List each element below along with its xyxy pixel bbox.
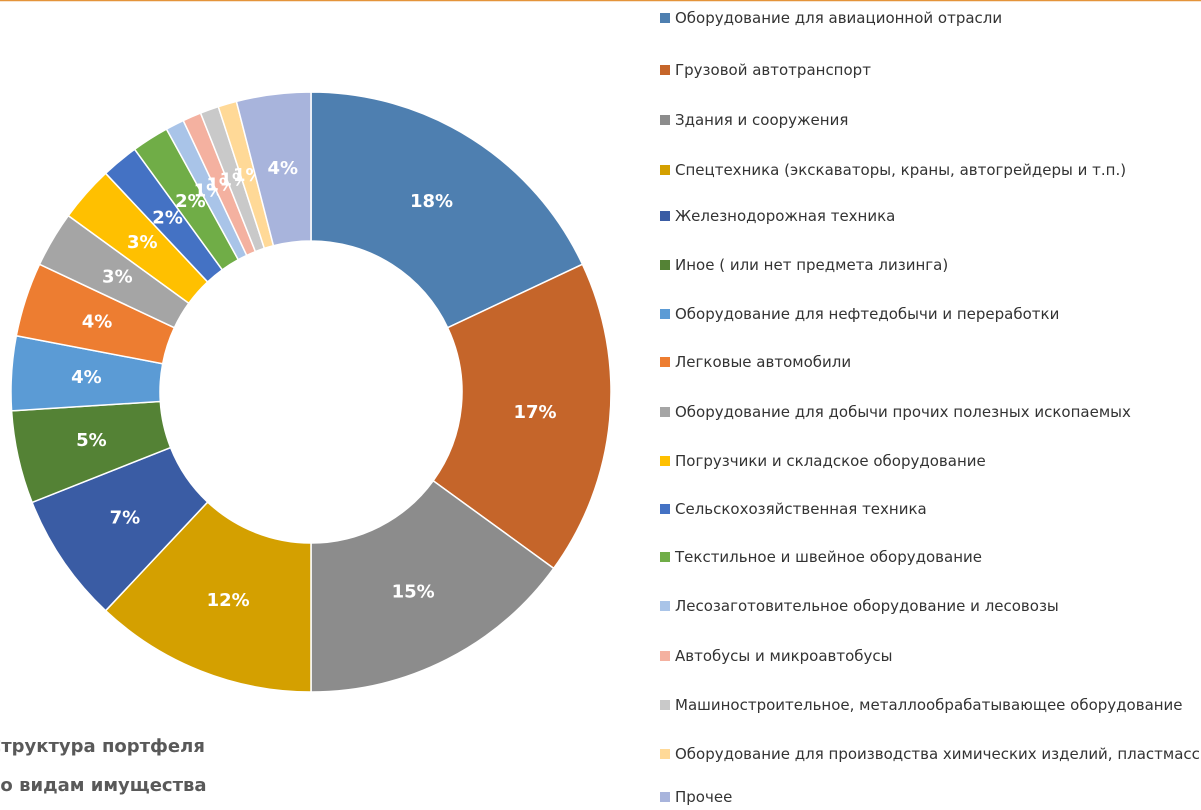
slice bbox=[432, 263, 612, 570]
legend-item: Спецтехника (экскаваторы, краны, автогре… bbox=[660, 158, 1200, 182]
legend-item: Грузовой автотранспорт bbox=[660, 58, 1200, 82]
legend-label: Грузовой автотранспорт bbox=[675, 61, 871, 79]
legend-item: Оборудование для авиационной отрасли bbox=[660, 6, 1200, 30]
legend-item: Машиностроительное, металлообрабатывающе… bbox=[660, 693, 1200, 717]
legend-swatch bbox=[660, 115, 670, 125]
data-label: 5% bbox=[76, 430, 107, 451]
legend-item: Оборудование для производства химических… bbox=[660, 742, 1200, 766]
legend-swatch bbox=[660, 749, 670, 759]
legend-swatch bbox=[660, 407, 670, 417]
legend-label: Машиностроительное, металлообрабатывающе… bbox=[675, 696, 1183, 714]
chart-title: по видам имущества bbox=[0, 775, 207, 796]
legend-swatch bbox=[660, 13, 670, 23]
data-label: 2% bbox=[152, 208, 183, 229]
legend-swatch bbox=[660, 165, 670, 175]
slice bbox=[310, 479, 555, 693]
legend-label: Оборудование для авиационной отрасли bbox=[675, 9, 1003, 27]
legend-swatch bbox=[660, 260, 670, 270]
data-label: 12% bbox=[207, 590, 250, 611]
legend-swatch bbox=[660, 357, 670, 367]
legend-swatch bbox=[660, 552, 670, 562]
data-label: 18% bbox=[410, 191, 453, 212]
legend-item: Прочее bbox=[660, 785, 1200, 809]
data-label: 15% bbox=[392, 581, 435, 602]
data-label: 7% bbox=[110, 507, 141, 528]
legend-swatch bbox=[660, 700, 670, 710]
data-label: 4% bbox=[82, 311, 113, 332]
legend-item: Текстильное и швейное оборудование bbox=[660, 545, 1200, 569]
legend-label: Автобусы и микроавтобусы bbox=[675, 647, 893, 665]
legend-item: Оборудование для добычи прочих полезных … bbox=[660, 400, 1200, 424]
legend-label: Железнодорожная техника bbox=[675, 207, 896, 225]
legend-swatch bbox=[660, 211, 670, 221]
legend-label: Текстильное и швейное оборудование bbox=[675, 548, 983, 566]
legend-item: Здания и сооружения bbox=[660, 108, 1200, 132]
legend-swatch bbox=[660, 792, 670, 802]
legend-label: Легковые автомобили bbox=[675, 353, 852, 371]
data-label: 3% bbox=[127, 232, 158, 253]
legend-swatch bbox=[660, 651, 670, 661]
legend-swatch bbox=[660, 504, 670, 514]
legend-label: Оборудование для производства химических… bbox=[675, 745, 1200, 763]
legend-label: Спецтехника (экскаваторы, краны, автогре… bbox=[675, 161, 1127, 179]
data-label: 2% bbox=[175, 191, 206, 212]
legend-label: Оборудование для нефтедобычи и переработ… bbox=[675, 305, 1060, 323]
legend-label: Прочее bbox=[675, 788, 733, 806]
legend-swatch bbox=[660, 601, 670, 611]
data-label: 4% bbox=[268, 158, 299, 179]
legend-item: Иное ( или нет предмета лизинга) bbox=[660, 253, 1200, 277]
legend-item: Сельскохозяйственная техника bbox=[660, 497, 1200, 521]
legend-swatch bbox=[660, 65, 670, 75]
legend-label: Погрузчики и складское оборудование bbox=[675, 452, 986, 470]
legend-swatch bbox=[660, 456, 670, 466]
legend-item: Железнодорожная техника bbox=[660, 204, 1200, 228]
legend-label: Иное ( или нет предмета лизинга) bbox=[675, 256, 949, 274]
chart-title: Структура портфеля bbox=[0, 736, 205, 757]
legend-item: Легковые автомобили bbox=[660, 350, 1200, 374]
legend-item: Лесозаготовительное оборудование и лесов… bbox=[660, 594, 1200, 618]
slice bbox=[235, 91, 312, 247]
data-label: 3% bbox=[102, 266, 133, 287]
legend-item: Погрузчики и складское оборудование bbox=[660, 449, 1200, 473]
data-label: 4% bbox=[71, 367, 102, 388]
legend-swatch bbox=[660, 309, 670, 319]
data-label: 17% bbox=[513, 402, 556, 423]
legend-label: Сельскохозяйственная техника bbox=[675, 500, 927, 518]
legend-item: Оборудование для нефтедобычи и переработ… bbox=[660, 302, 1200, 326]
legend-label: Лесозаготовительное оборудование и лесов… bbox=[675, 597, 1059, 615]
legend-item: Автобусы и микроавтобусы bbox=[660, 644, 1200, 668]
slice bbox=[310, 91, 584, 329]
legend-label: Оборудование для добычи прочих полезных … bbox=[675, 403, 1131, 421]
legend-label: Здания и сооружения bbox=[675, 111, 849, 129]
